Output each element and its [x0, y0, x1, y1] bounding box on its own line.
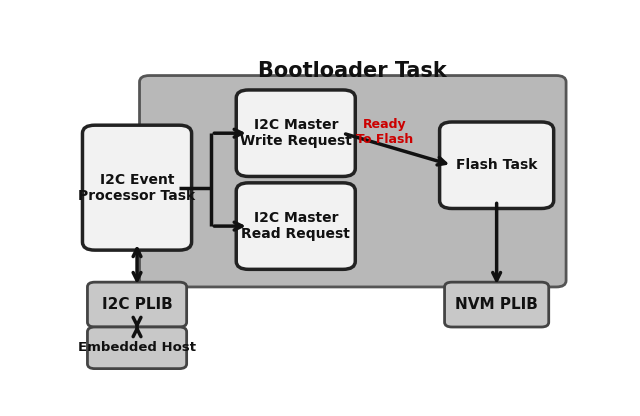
FancyBboxPatch shape [445, 282, 548, 327]
FancyBboxPatch shape [88, 327, 187, 369]
FancyBboxPatch shape [88, 282, 187, 327]
Text: Ready
To Flash: Ready To Flash [356, 118, 413, 146]
FancyBboxPatch shape [83, 125, 191, 250]
FancyBboxPatch shape [236, 90, 355, 176]
Text: I2C PLIB: I2C PLIB [102, 297, 172, 312]
FancyBboxPatch shape [140, 76, 566, 287]
Text: I2C Event
Processor Task: I2C Event Processor Task [79, 173, 196, 203]
Text: I2C Master
Write Request: I2C Master Write Request [240, 118, 352, 148]
Text: NVM PLIB: NVM PLIB [455, 297, 538, 312]
Text: I2C Master
Read Request: I2C Master Read Request [241, 211, 350, 241]
FancyBboxPatch shape [440, 122, 554, 208]
Text: Flash Task: Flash Task [456, 158, 538, 172]
Text: Bootloader Task: Bootloader Task [259, 61, 447, 81]
FancyBboxPatch shape [236, 183, 355, 269]
Text: Embedded Host: Embedded Host [78, 341, 196, 354]
